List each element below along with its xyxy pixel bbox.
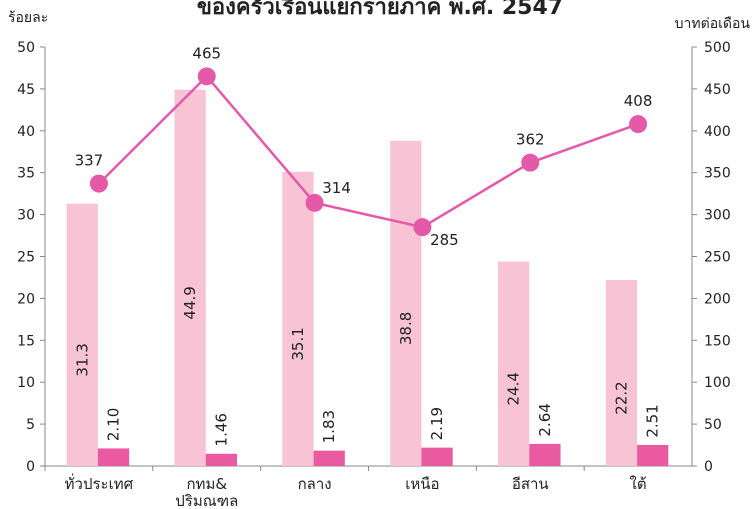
line-point bbox=[197, 67, 216, 86]
bar-value-label: 31.3 bbox=[73, 343, 91, 376]
y2-tick-label: 350 bbox=[704, 166, 731, 182]
y-tick-label: 25 bbox=[17, 250, 35, 266]
y2-tick-label: 450 bbox=[704, 82, 731, 98]
line-value-label: 362 bbox=[516, 131, 545, 149]
y-tick-label: 10 bbox=[17, 375, 35, 391]
y2-axis-label: บาทต่อเดือน bbox=[675, 16, 751, 32]
y2-tick-label: 0 bbox=[704, 459, 713, 475]
bar-value-label: 2.64 bbox=[536, 403, 554, 436]
y-tick-label: 0 bbox=[26, 459, 35, 475]
line-value-label: 408 bbox=[624, 92, 653, 110]
x-tick-label: กทม& ปริมณฑล bbox=[175, 475, 239, 509]
y-tick-label: 35 bbox=[17, 166, 35, 182]
bar-value-label: 22.2 bbox=[612, 381, 630, 414]
y2-tick-label: 50 bbox=[704, 417, 722, 433]
line-point bbox=[629, 115, 648, 134]
x-tick-label: ทั่วประเทศ bbox=[64, 475, 134, 493]
bar-value-label: 2.10 bbox=[105, 408, 123, 441]
bar bbox=[97, 448, 130, 466]
y2-tick-label: 150 bbox=[704, 333, 731, 349]
line-point bbox=[521, 153, 540, 172]
bar bbox=[605, 279, 638, 466]
y2-tick-label: 250 bbox=[704, 250, 731, 266]
bar-value-label: 24.4 bbox=[505, 372, 523, 405]
bar bbox=[205, 453, 238, 466]
y-tick-label: 30 bbox=[17, 208, 35, 224]
y-axis-label: ร้อยละ bbox=[8, 10, 48, 26]
y-tick-label: 50 bbox=[17, 40, 35, 56]
y-tick-label: 40 bbox=[17, 124, 35, 140]
bar bbox=[282, 171, 314, 466]
line bbox=[98, 74, 639, 229]
y2-tick-label: 400 bbox=[704, 124, 731, 140]
y2-tick-label: 200 bbox=[704, 291, 731, 307]
bar bbox=[174, 89, 206, 466]
y2-tick-label: 500 bbox=[704, 40, 731, 56]
y-tick-label: 5 bbox=[26, 417, 35, 433]
bar-value-label: 2.51 bbox=[644, 404, 662, 437]
line-value-label: 314 bbox=[322, 179, 351, 197]
line-value-label: 285 bbox=[430, 231, 459, 249]
bar bbox=[529, 443, 561, 466]
bar-value-label: 2.19 bbox=[428, 407, 446, 440]
bar bbox=[66, 203, 98, 466]
x-tick-label: อีสาน bbox=[511, 475, 549, 493]
line-point bbox=[89, 174, 108, 193]
bar bbox=[637, 444, 669, 466]
y2-tick-label: 300 bbox=[704, 208, 731, 224]
bar-value-label: 35.1 bbox=[289, 327, 307, 360]
chart-title: ของครัวเรือนแยกรายภาค พ.ศ. 2547 bbox=[197, 0, 563, 20]
y-tick-label: 20 bbox=[17, 291, 35, 307]
bar-value-label: 38.8 bbox=[397, 312, 415, 345]
x-tick-label: เหนือ bbox=[405, 475, 440, 493]
bar-value-label: 1.46 bbox=[212, 413, 230, 446]
y-tick-label: 45 bbox=[17, 82, 35, 98]
bar bbox=[421, 447, 453, 466]
y-tick-label: 15 bbox=[17, 333, 35, 349]
line-value-label: 337 bbox=[75, 152, 104, 170]
bar bbox=[313, 450, 345, 466]
line-point bbox=[413, 218, 432, 237]
bar-value-label: 1.83 bbox=[320, 410, 338, 443]
x-tick-label: ใต้ bbox=[629, 475, 647, 493]
bar-value-label: 44.9 bbox=[181, 286, 199, 319]
bar bbox=[390, 140, 422, 466]
x-tick-label: กลาง bbox=[297, 475, 332, 493]
y2-tick-label: 100 bbox=[704, 375, 731, 391]
line-point bbox=[305, 193, 324, 212]
bar bbox=[497, 261, 530, 466]
line-value-label: 465 bbox=[192, 44, 221, 62]
